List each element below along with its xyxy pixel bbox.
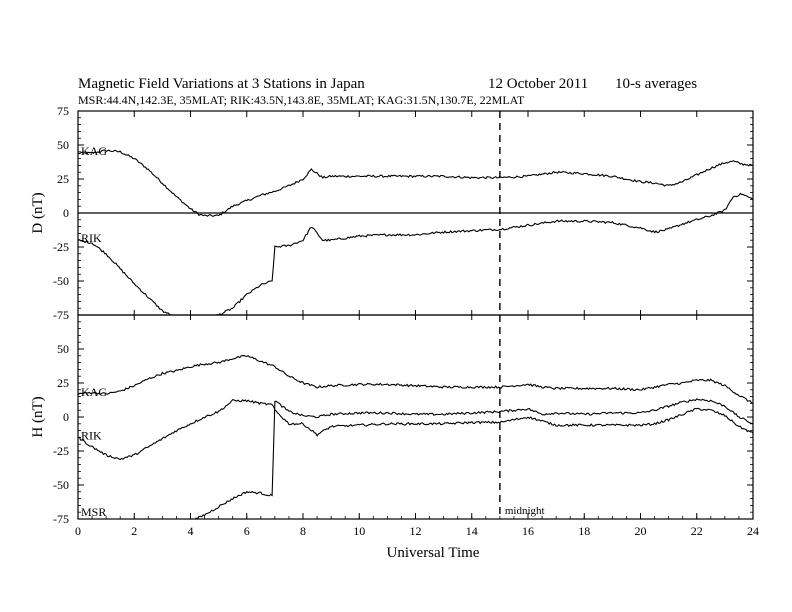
panel-h-ytick-label: 50: [57, 342, 69, 356]
x-tick-label: 18: [578, 524, 590, 538]
x-axis-label: Universal Time: [387, 545, 480, 561]
series-rik-h: [78, 398, 753, 461]
panel-horizontal: 50 25 0 -25 -50 -75 H (nT) KAG MSR RIK: [30, 314, 754, 526]
panel-d-ytick-label: 50: [57, 138, 69, 152]
x-tick-label: 0: [75, 524, 81, 538]
x-tick-label: 10: [353, 524, 365, 538]
x-tick-label: 2: [131, 524, 137, 538]
panel-d-ytick-label: 0: [63, 206, 69, 220]
panel-declination: 75 50 25 0 -25 -50 -75 D (nT) KAG RIK: [30, 104, 754, 322]
x-tick-label: 6: [244, 524, 250, 538]
x-tick-label: 14: [466, 524, 478, 538]
chart-date: 12 October 2011: [488, 76, 588, 92]
panel-d-ylabel: D (nT): [30, 192, 46, 233]
midnight-label: midnight: [505, 505, 545, 517]
panel-h-ytick-label: -50: [53, 478, 69, 492]
series-rik-d: [78, 192, 753, 315]
series-kag-h: [78, 354, 753, 404]
chart-averaging: 10-s averages: [615, 76, 697, 92]
panel-d-ytick-label: -25: [53, 240, 69, 254]
panel-h-ytick-label: 0: [63, 410, 69, 424]
x-tick-label: 16: [522, 524, 534, 538]
series-label-msr: MSR: [81, 505, 106, 519]
series-label-kag: KAG: [81, 385, 107, 399]
panel-h-ytick-label: -75: [53, 512, 69, 526]
series-label-kag: KAG: [81, 144, 107, 158]
x-tick-label: 8: [300, 524, 306, 538]
series-label-rik: RIK: [81, 231, 102, 245]
x-tick-label: 22: [691, 524, 703, 538]
x-tick-label: 12: [410, 524, 422, 538]
panel-h-ytick-label: -25: [53, 444, 69, 458]
series-msr-h: [195, 398, 753, 519]
panel-d-ytick-label: 75: [57, 104, 69, 118]
panel-d-ytick-label: 25: [57, 172, 69, 186]
panel-d-ytick-label: -50: [53, 274, 69, 288]
panel-h-ytick-label: 25: [57, 376, 69, 390]
x-tick-label: 4: [188, 524, 194, 538]
panel-h-ylabel: H (nT): [30, 396, 46, 437]
chart-title: Magnetic Field Variations at 3 Stations …: [78, 76, 365, 92]
panel-d-ytick-label: -75: [53, 308, 69, 322]
x-tick-label: 20: [635, 524, 647, 538]
series-label-rik: RIK: [81, 428, 102, 442]
series-kag-d: [78, 149, 753, 218]
chart-subtitle: MSR:44.4N,142.3E, 35MLAT; RIK:43.5N,143.…: [78, 93, 525, 107]
panel-h-frame: [77, 314, 754, 520]
x-tick-label: 24: [747, 524, 759, 538]
